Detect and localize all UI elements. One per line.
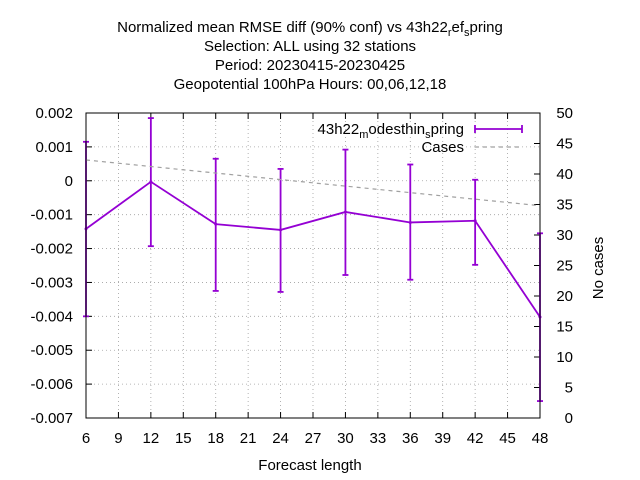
data-point: [279, 228, 283, 232]
title-line: Selection: ALL using 32 stations: [204, 38, 416, 55]
y2-tick-labels: 0 5 10 15 20 25 30 35 40 45 50: [556, 105, 573, 427]
y2-axis-label: No cases: [590, 237, 607, 300]
y2-tick-label: 35: [556, 197, 573, 214]
y2-tick-label: 0: [565, 410, 573, 427]
x-tick-label: 27: [305, 430, 322, 447]
y2-tick-label: 25: [556, 258, 573, 275]
y-tick-label: -0.001: [30, 207, 73, 224]
y2-tick-label: 50: [556, 105, 573, 122]
y-tick-label: -0.004: [30, 308, 73, 325]
x-tick-label: 9: [114, 430, 122, 447]
x-tick-label: 18: [207, 430, 224, 447]
y-tick-label: -0.005: [30, 342, 73, 359]
grid-lines: [85, 112, 541, 419]
y2-tick-label: 45: [556, 136, 573, 153]
x-tick-label: 45: [499, 430, 516, 447]
x-tick-label: 6: [82, 430, 90, 447]
y-tick-label: 0: [65, 173, 73, 190]
title-line: Geopotential 100hPa Hours: 00,06,12,18: [174, 76, 447, 93]
plot-border: [85, 112, 541, 419]
x-tick-label: 24: [272, 430, 289, 447]
y-tick-label: 0.001: [35, 139, 73, 156]
y2-tick-label: 5: [565, 380, 573, 397]
error-bar: [472, 178, 479, 266]
x-tick-label: 33: [370, 430, 387, 447]
y-tick-labels: 0.002 0.001 0 -0.001 -0.002 -0.003 -0.004 -0.00…: [30, 105, 73, 427]
series-marks: [83, 117, 543, 402]
data-point: [149, 180, 153, 184]
y2-tick-label: 20: [556, 288, 573, 305]
y2-tick-label: 15: [556, 319, 573, 336]
x-tick-label: 39: [434, 430, 451, 447]
title-line: Period: 20230415-20230425: [215, 57, 405, 74]
y2-tick-label: 30: [556, 227, 573, 244]
data-point: [408, 220, 412, 224]
data-point: [214, 222, 218, 226]
y-tick-label: -0.003: [30, 274, 73, 291]
x-tick-label: 21: [240, 430, 257, 447]
legend-label: Cases: [421, 139, 464, 156]
x-tick-label: 48: [532, 430, 549, 447]
x-tick-label: 15: [175, 430, 192, 447]
legend-label: 43h22modesthinspring: [318, 121, 464, 141]
y2-tick-label: 40: [556, 166, 573, 183]
x-tick-label: 30: [337, 430, 354, 447]
x-tick-labels: 6 9 12 15 18 21 24 27 30 33 36 39 42 45 48: [82, 430, 549, 447]
chart-title: Normalized mean RMSE diff (90% conf) vs …: [117, 19, 503, 93]
y-tick-label: -0.007: [30, 410, 73, 427]
x-tick-label: 42: [467, 430, 484, 447]
y-tick-label: 0.002: [35, 105, 73, 122]
y2-tick-label: 10: [556, 349, 573, 366]
y-tick-label: -0.002: [30, 241, 73, 258]
data-point: [473, 219, 477, 223]
y-tick-label: -0.006: [30, 376, 73, 393]
data-point: [343, 210, 347, 214]
x-axis-label: Forecast length: [258, 457, 361, 474]
x-tick-label: 12: [143, 430, 160, 447]
title-line: Normalized mean RMSE diff (90% conf) vs …: [117, 19, 503, 39]
x-tick-label: 36: [402, 430, 419, 447]
series-line: [85, 180, 541, 318]
